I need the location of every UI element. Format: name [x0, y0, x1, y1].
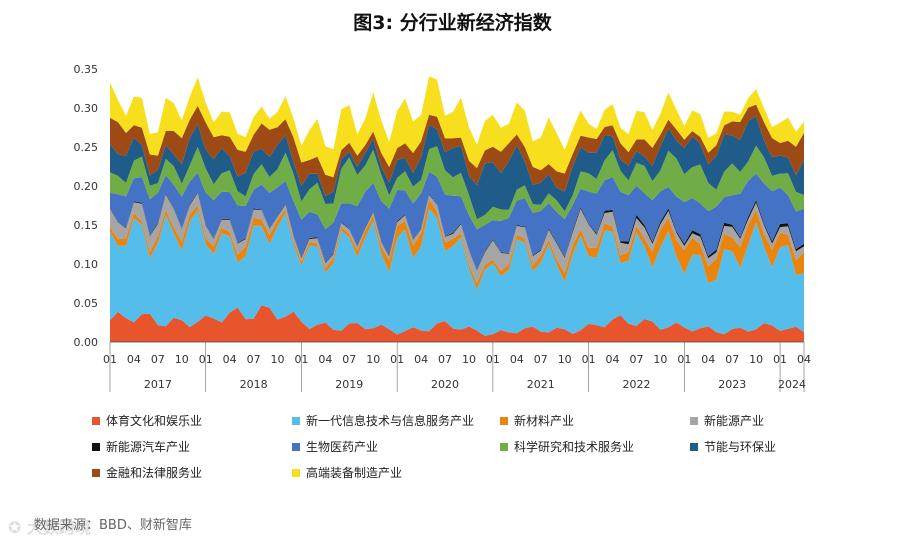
- legend-label: 新材料产业: [514, 414, 575, 428]
- x-tick-label: 04: [510, 353, 524, 366]
- year-label: 2022: [622, 378, 650, 391]
- x-tick-label: 07: [342, 353, 356, 366]
- x-tick-label: 10: [749, 353, 763, 366]
- legend-label: 科学研究和技术服务业: [514, 440, 635, 454]
- y-tick-label: 0.15: [74, 219, 99, 232]
- x-tick-label: 07: [725, 353, 739, 366]
- x-tick-label: 04: [414, 353, 428, 366]
- y-tick-label: 0.20: [74, 180, 99, 193]
- legend-label: 新一代信息技术与信息服务产业: [306, 414, 475, 428]
- legend-item: 新材料产业: [500, 412, 574, 429]
- legend-item: 生物医药产业: [292, 438, 378, 455]
- legend-item: 金融和法律服务业: [92, 464, 202, 481]
- legend-swatch: [292, 443, 300, 451]
- source-note: 数据来源：BBD、财新智库: [34, 518, 192, 533]
- x-tick-label: 04: [223, 353, 237, 366]
- legend-swatch: [92, 443, 100, 451]
- series-area: [110, 305, 804, 342]
- x-tick-label: 07: [151, 353, 165, 366]
- x-tick-label: 07: [534, 353, 548, 366]
- legend-item: 新能源汽车产业: [92, 438, 190, 455]
- x-tick-label: 10: [271, 353, 285, 366]
- legend-item: 科学研究和技术服务业: [500, 438, 634, 455]
- x-tick-label: 04: [318, 353, 332, 366]
- year-label: 2024: [778, 378, 806, 391]
- legend-item: 新一代信息技术与信息服务产业: [292, 412, 474, 429]
- series-area: [110, 76, 804, 178]
- legend-label: 体育文化和娱乐业: [106, 414, 203, 428]
- legend-swatch: [500, 443, 508, 451]
- x-tick-label: 10: [175, 353, 189, 366]
- legend-label: 新能源产业: [704, 414, 765, 428]
- legend-item: 体育文化和娱乐业: [92, 412, 202, 429]
- x-tick-label: 10: [462, 353, 476, 366]
- series-area: [110, 145, 804, 230]
- x-tick-label: 04: [606, 353, 620, 366]
- legend-item: 高端装备制造产业: [292, 464, 402, 481]
- legend-swatch: [500, 417, 508, 425]
- y-tick-label: 0.30: [74, 102, 99, 115]
- legend-label: 金融和法律服务业: [106, 466, 203, 480]
- legend-label: 新能源汽车产业: [106, 440, 191, 454]
- x-tick-label: 10: [366, 353, 380, 366]
- legend-label: 生物医药产业: [306, 440, 379, 454]
- legend-swatch: [292, 417, 300, 425]
- legend-item: 节能与环保业: [690, 438, 776, 455]
- year-label: 2021: [527, 378, 555, 391]
- legend-swatch: [292, 469, 300, 477]
- year-label: 2020: [431, 378, 459, 391]
- chart-title: 图3: 分行业新经济指数: [353, 12, 552, 34]
- y-tick-label: 0.00: [74, 336, 99, 349]
- year-label: 2018: [240, 378, 268, 391]
- x-tick-label: 07: [247, 353, 261, 366]
- year-label: 2019: [335, 378, 363, 391]
- y-tick-label: 0.05: [74, 297, 99, 310]
- y-tick-label: 0.35: [74, 63, 99, 76]
- series-area: [110, 208, 804, 336]
- legend-item: 新能源产业: [690, 412, 764, 429]
- legend-swatch: [92, 469, 100, 477]
- x-tick-label: 07: [438, 353, 452, 366]
- series-area: [110, 171, 804, 270]
- legend-swatch: [690, 443, 698, 451]
- year-label: 2023: [718, 378, 746, 391]
- y-tick-label: 0.25: [74, 141, 99, 154]
- x-tick-label: 04: [127, 353, 141, 366]
- series-area: [110, 116, 804, 220]
- year-label: 2017: [144, 378, 172, 391]
- legend-label: 节能与环保业: [704, 440, 777, 454]
- x-tick-label: 10: [653, 353, 667, 366]
- series-area: [110, 104, 804, 196]
- y-tick-label: 0.10: [74, 258, 99, 271]
- x-tick-label: 07: [629, 353, 643, 366]
- x-tick-label: 10: [558, 353, 572, 366]
- legend-label: 高端装备制造产业: [306, 466, 403, 480]
- legend-swatch: [690, 417, 698, 425]
- legend-swatch: [92, 417, 100, 425]
- x-tick-label: 04: [701, 353, 715, 366]
